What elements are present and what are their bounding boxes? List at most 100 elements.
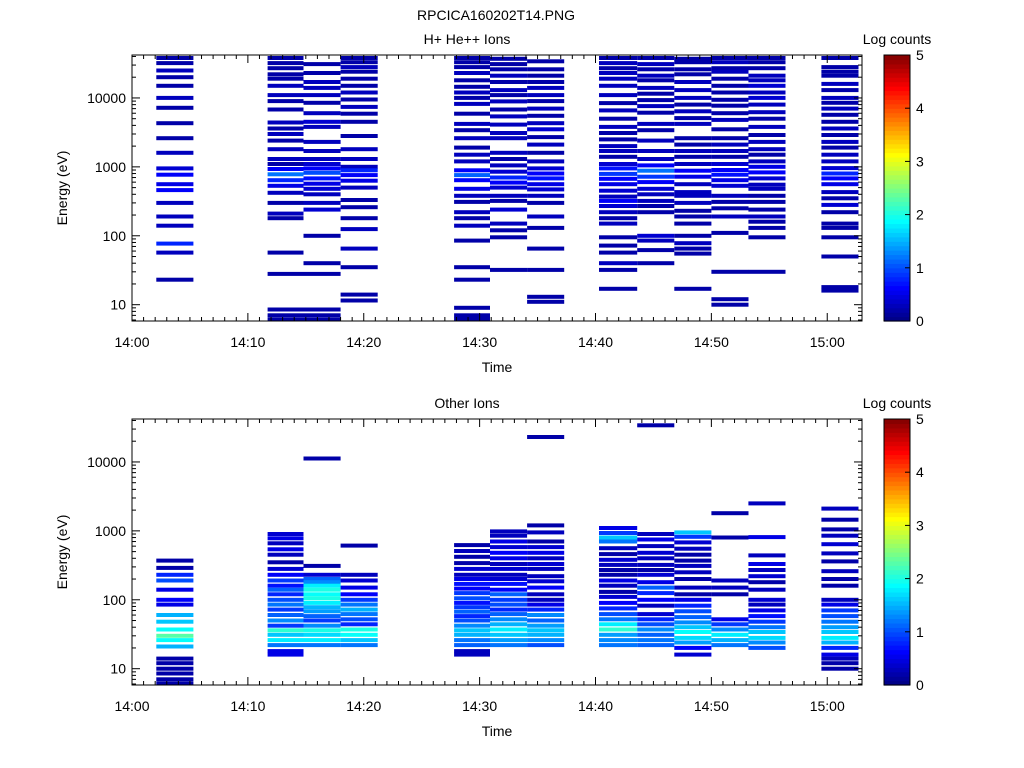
data-cell	[340, 632, 378, 637]
data-cell	[711, 643, 749, 648]
colorbar-segment	[884, 609, 910, 615]
data-cell	[303, 157, 341, 161]
data-cell	[267, 61, 304, 66]
data-cell	[156, 597, 194, 602]
data-cell	[674, 67, 712, 72]
data-cell	[821, 506, 859, 511]
data-cell	[303, 192, 341, 197]
x-tick-label: 14:10	[230, 334, 265, 350]
colorbar-segment	[884, 658, 910, 664]
colorbar-segment	[884, 667, 910, 673]
data-cell	[599, 216, 638, 221]
data-cell	[821, 517, 859, 522]
colorbar-segment	[884, 219, 910, 225]
data-cell	[454, 649, 490, 654]
data-cell	[711, 69, 749, 74]
data-cell	[821, 166, 859, 171]
data-cell	[156, 200, 194, 205]
data-cell	[711, 578, 749, 583]
data-cell	[674, 56, 712, 61]
data-cell	[267, 167, 304, 171]
colorbar-segment	[884, 467, 910, 473]
data-cell	[527, 294, 565, 299]
data-cell	[711, 162, 749, 166]
colorbar-frame	[883, 418, 911, 686]
data-cell	[490, 56, 528, 61]
colorbar-segment	[884, 303, 910, 309]
data-cell	[303, 307, 341, 312]
data-cell	[821, 139, 859, 144]
data-cell	[490, 235, 528, 240]
colorbar-segment	[884, 680, 910, 686]
data-cell	[674, 193, 712, 198]
data-cell	[821, 88, 859, 93]
data-cell	[821, 551, 859, 556]
colorbar-segment	[884, 494, 910, 500]
data-cell	[527, 592, 565, 597]
data-cell	[748, 164, 786, 169]
data-cell	[303, 186, 341, 191]
data-cell	[490, 107, 528, 112]
data-cell	[637, 627, 675, 632]
data-cell	[711, 111, 749, 116]
data-cell	[711, 90, 749, 95]
data-cell	[599, 261, 638, 266]
data-cell	[711, 269, 749, 274]
data-cell	[674, 149, 712, 153]
data-cell	[711, 230, 749, 235]
data-cell	[711, 168, 749, 172]
data-cell	[821, 625, 859, 630]
data-cell	[490, 638, 528, 643]
data-cell	[637, 632, 675, 637]
colorbar-tick-label: 3	[916, 517, 924, 533]
data-cell	[748, 219, 786, 224]
colorbar-segment	[884, 117, 910, 123]
data-cell	[267, 623, 304, 628]
y-tick-label: 10000	[87, 454, 126, 470]
data-cell	[821, 65, 859, 70]
data-cell	[527, 171, 565, 176]
data-cell	[637, 73, 675, 78]
data-cell	[527, 585, 565, 590]
colorbar-segment	[884, 538, 910, 544]
data-cell	[156, 572, 194, 577]
data-cell	[637, 532, 675, 536]
data-cell	[267, 643, 304, 648]
data-cell	[340, 265, 378, 270]
x-tick-label: 14:50	[694, 698, 729, 714]
colorbar-segment	[884, 152, 910, 158]
colorbar-segment	[884, 134, 910, 140]
x-tick-label: 15:00	[810, 698, 845, 714]
colorbar-segment	[884, 99, 910, 105]
colorbar-segment	[884, 489, 910, 495]
data-cell	[156, 188, 194, 193]
data-cell	[821, 69, 859, 74]
data-cell	[748, 199, 786, 204]
data-cell	[821, 527, 859, 532]
data-cell	[267, 632, 304, 637]
data-cell	[674, 615, 712, 620]
colorbar-label: Log counts	[863, 395, 932, 411]
colorbar-tick-label: 4	[916, 464, 924, 480]
data-cell	[267, 552, 304, 557]
data-cell	[821, 288, 859, 293]
colorbar-segment	[884, 600, 910, 606]
data-cell	[711, 83, 749, 88]
data-cell	[748, 182, 786, 187]
data-cell	[267, 172, 304, 177]
data-cell	[599, 149, 638, 153]
data-cell	[599, 617, 638, 622]
data-cell	[340, 643, 378, 648]
colorbar-segment	[884, 458, 910, 464]
data-cell	[340, 592, 378, 597]
data-cell	[748, 116, 786, 121]
data-cell	[711, 76, 749, 81]
data-cell	[674, 558, 712, 563]
data-cell	[490, 545, 528, 550]
data-cell	[821, 559, 859, 564]
data-cell	[674, 652, 712, 657]
colorbar-segment	[884, 436, 910, 442]
data-cell	[156, 121, 194, 126]
data-cell	[599, 71, 638, 75]
